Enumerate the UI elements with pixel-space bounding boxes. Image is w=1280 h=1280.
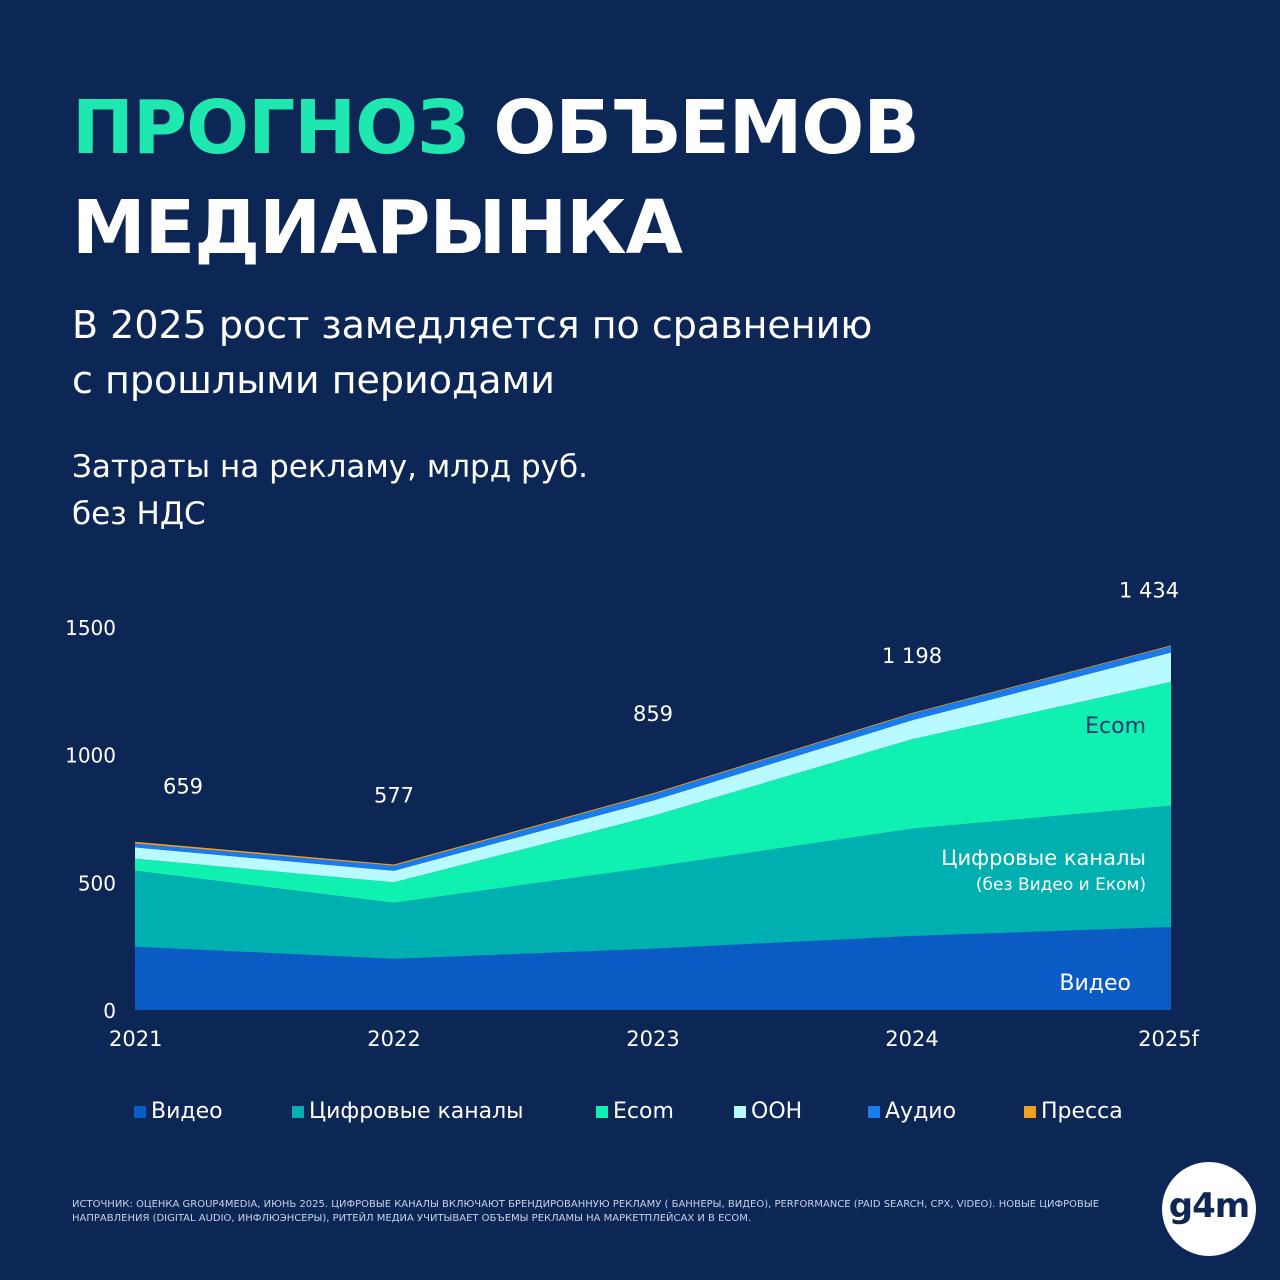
area-series-4: [135, 652, 1171, 883]
legend-label: Ecom: [613, 1099, 674, 1124]
chart-unit-caption: Затраты на рекламу, млрд руб. без НДС: [72, 444, 872, 538]
x-tick-label: 2023: [626, 1027, 679, 1051]
source-note: ИСТОЧНИК: ОЦЕНКА GROUP4MEDIA, ИЮНЬ 2025.…: [72, 1199, 1100, 1224]
legend-label: Видео: [151, 1099, 223, 1124]
title-rest: ОБЪЕМОВ: [493, 85, 919, 171]
legend-swatch: [868, 1106, 880, 1118]
subtitle-line-2: с прошлыми периодами: [72, 358, 555, 402]
title-line-1: ПРОГНОЗ ОБЪЕМОВ: [72, 78, 1212, 178]
legend-swatch: [734, 1106, 746, 1118]
title-accent: ПРОГНОЗ: [72, 85, 470, 171]
y-axis: 0 500 1000 1500: [65, 616, 116, 1023]
total-label: 1 198: [882, 644, 942, 668]
y-tick-label: 1000: [65, 744, 116, 768]
total-labels: 659 577 859 1 198 1 434: [163, 578, 1179, 807]
annotation-digital: Цифровые каналы: [941, 846, 1146, 870]
y-tick-label: 1500: [65, 616, 116, 640]
legend-swatch: [134, 1106, 146, 1118]
x-tick-label: 2024: [885, 1027, 938, 1051]
unit-line-2: без НДС: [72, 496, 206, 532]
total-label: 577: [374, 784, 414, 808]
unit-line-1: Затраты на рекламу, млрд руб.: [72, 449, 588, 485]
area-series-3: [135, 681, 1171, 903]
logo-text: g4m: [1168, 1186, 1250, 1226]
title-line-2: МЕДИАРЫНКА: [72, 185, 683, 271]
annotation-digital-note: (без Видео и Еком): [976, 875, 1146, 895]
annotation-video: Видео: [1059, 971, 1131, 996]
chart-areas: [135, 645, 1171, 1010]
annotation-ecom: Ecom: [1085, 714, 1146, 739]
x-tick-label: 2022: [367, 1027, 420, 1051]
page-subtitle: В 2025 рост замедляется по сравнению с п…: [72, 298, 1212, 408]
total-label: 1 434: [1119, 578, 1179, 602]
legend-label: Цифровые каналы: [309, 1099, 524, 1124]
series-annotations: Ecom Цифровые каналы (без Видео и Еком) …: [941, 714, 1146, 996]
total-label: 859: [633, 702, 673, 726]
y-tick-label: 500: [78, 871, 116, 895]
legend-label: Аудио: [885, 1099, 957, 1124]
x-tick-label: 2025f: [1138, 1027, 1199, 1051]
y-tick-label: 0: [103, 999, 116, 1023]
g4m-logo: g4m: [1162, 1162, 1256, 1256]
area-series-2: [135, 805, 1171, 959]
page-title: ПРОГНОЗ ОБЪЕМОВ МЕДИАРЫНКА: [72, 78, 1212, 278]
area-series-1: [135, 927, 1171, 1010]
legend-label: Пресса: [1041, 1099, 1123, 1124]
x-tick-label: 2021: [109, 1027, 162, 1051]
legend-label: OOH: [751, 1099, 803, 1124]
x-axis: 2021 2022 2023 2024 2025f: [109, 1027, 1200, 1051]
subtitle-line-1: В 2025 рост замедляется по сравнению: [72, 303, 873, 347]
legend-swatch: [292, 1106, 304, 1118]
legend-swatch: [1024, 1106, 1036, 1118]
legend-swatch: [596, 1106, 608, 1118]
chart-legend: Видео Цифровые каналы Ecom OOH Аудио Пресса: [0, 1094, 1280, 1130]
total-label: 659: [163, 775, 203, 799]
